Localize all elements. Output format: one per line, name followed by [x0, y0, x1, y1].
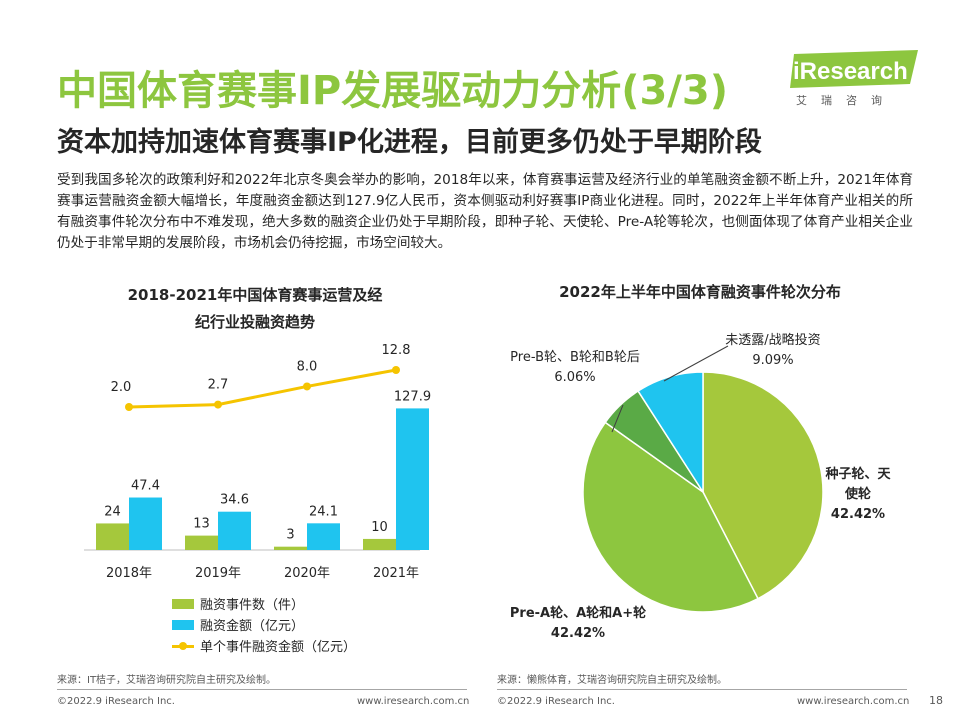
- pie-chart-title: 2022年上半年中国体育融资事件轮次分布: [559, 283, 841, 301]
- pie-label-value-2: 6.06%: [554, 370, 595, 385]
- bar-label-events-1: 13: [193, 517, 210, 532]
- legend-label-amount: 融资金额（亿元）: [200, 619, 305, 634]
- bar-label-amount-1: 34.6: [220, 493, 249, 508]
- bar-chart: 24 47.4 2018年 13 34.6 2019年 3 24.1 2020年 10 127.9 2…: [84, 343, 431, 581]
- pie-label-name-2-0: Pre-B轮、B轮和B轮后: [510, 350, 640, 365]
- x-tick-label-3: 2021年: [373, 566, 419, 581]
- bar-label-events-2: 3: [286, 528, 294, 543]
- footer-copyright-right: ©2022.9 iResearch Inc.: [497, 696, 615, 707]
- bar-events-1: [185, 535, 218, 550]
- pie-slice-1: [582, 421, 759, 613]
- pie-label-value-0: 42.42%: [831, 507, 885, 522]
- pie-slice-3: [637, 371, 704, 495]
- logo-subtext: 艾瑞咨询: [796, 94, 896, 107]
- page-number: 18: [929, 694, 943, 707]
- legend-item-amount: 融资金额（亿元）: [172, 614, 356, 635]
- bar-events-0: [96, 523, 129, 550]
- pie-label-name-0-0: 种子轮、天: [824, 466, 891, 482]
- pie-label-name-1-0: Pre-A轮、A轮和A+轮: [510, 605, 646, 621]
- legend-swatch-amount: [172, 619, 194, 630]
- x-tick-label-0: 2018年: [106, 566, 152, 581]
- bar-amount-2: [307, 523, 340, 550]
- iresearch-logo: [790, 50, 918, 88]
- bar-events-3: [363, 538, 396, 550]
- legend-label-events: 融资事件数（件）: [200, 598, 305, 613]
- footer-copyright-left: ©2022.9 iResearch Inc.: [57, 696, 175, 707]
- bar-chart-title: 2018-2021年中国体育赛事运营及经 纪行业投融资趋势: [80, 282, 430, 336]
- page-title: 中国体育赛事IP发展驱动力分析(3/3): [57, 68, 729, 114]
- intro-paragraph: 受到我国多轮次的政策利好和2022年北京冬奥会举办的影响，2018年以来，体育赛…: [57, 172, 913, 251]
- footer-url-right[interactable]: www.iresearch.com.cn: [797, 696, 910, 707]
- line-label-3: 12.8: [382, 343, 411, 358]
- line-label-0: 2.0: [111, 380, 132, 395]
- page-subtitle: 资本加持加速体育赛事IP化进程，目前更多仍处于早期阶段: [57, 127, 762, 158]
- legend-label-per-event: 单个事件融资金额（亿元）: [200, 640, 357, 655]
- footer-divider-left: [57, 689, 467, 690]
- bar-amount-0: [129, 497, 162, 550]
- pie-label-name-0-1: 使轮: [844, 486, 871, 502]
- bar-chart-source: 来源：IT桔子，艾瑞咨询研究院自主研究及绘制。: [57, 675, 277, 686]
- pie-chart: 种子轮、天使轮 42.42% Pre-A轮、A轮和A+轮 42.42% Pre-B轮、B…: [510, 332, 892, 641]
- pie-label-value-1: 42.42%: [551, 626, 605, 641]
- legend-item-per-event: 单个事件融资金额（亿元）: [172, 635, 356, 656]
- footer-divider-right: [497, 689, 907, 690]
- pie-leader-line-3: [663, 345, 729, 382]
- bar-label-amount-3: 127.9: [394, 389, 431, 404]
- line-label-1: 2.7: [208, 378, 229, 393]
- bar-label-amount-0: 47.4: [131, 479, 160, 494]
- pie-label-name-3-0: 未透露/战略投资: [725, 332, 820, 348]
- logo-text: iResearch: [793, 58, 908, 85]
- legend-item-events: 融资事件数（件）: [172, 593, 356, 614]
- line-point-2: [303, 382, 311, 391]
- pie-leader-line-2: [611, 404, 624, 433]
- pie-chart-source: 来源：懒熊体育，艾瑞咨询研究院自主研究及绘制。: [497, 675, 727, 686]
- x-tick-label-2: 2020年: [284, 566, 330, 581]
- bar-label-events-3: 10: [371, 520, 388, 535]
- bar-chart-title-line-2: 纪行业投融资趋势: [194, 313, 315, 331]
- bar-chart-title-line-1: 2018-2021年中国体育赛事运营及经: [127, 286, 383, 304]
- line-point-0: [125, 403, 133, 411]
- bar-amount-3: [396, 408, 429, 550]
- footer-url-left[interactable]: www.iresearch.com.cn: [357, 696, 470, 707]
- pie-label-value-3: 9.09%: [752, 353, 793, 368]
- bar-chart-legend: 融资事件数（件） 融资金额（亿元） 单个事件融资金额（亿元）: [172, 593, 356, 656]
- line-per-event-amount: [128, 368, 397, 409]
- line-point-3: [392, 366, 400, 374]
- legend-swatch-per-event: [172, 641, 194, 651]
- bar-events-2: [274, 546, 307, 550]
- bar-amount-1: [218, 511, 251, 550]
- bar-label-events-0: 24: [104, 504, 121, 519]
- x-tick-label-1: 2019年: [195, 566, 241, 581]
- line-label-2: 8.0: [297, 359, 318, 374]
- line-point-1: [214, 400, 222, 409]
- legend-swatch-events: [172, 598, 194, 609]
- bar-label-amount-2: 24.1: [309, 504, 338, 519]
- logo-badge-shape: [790, 50, 918, 88]
- pie-slice-0: [702, 371, 824, 600]
